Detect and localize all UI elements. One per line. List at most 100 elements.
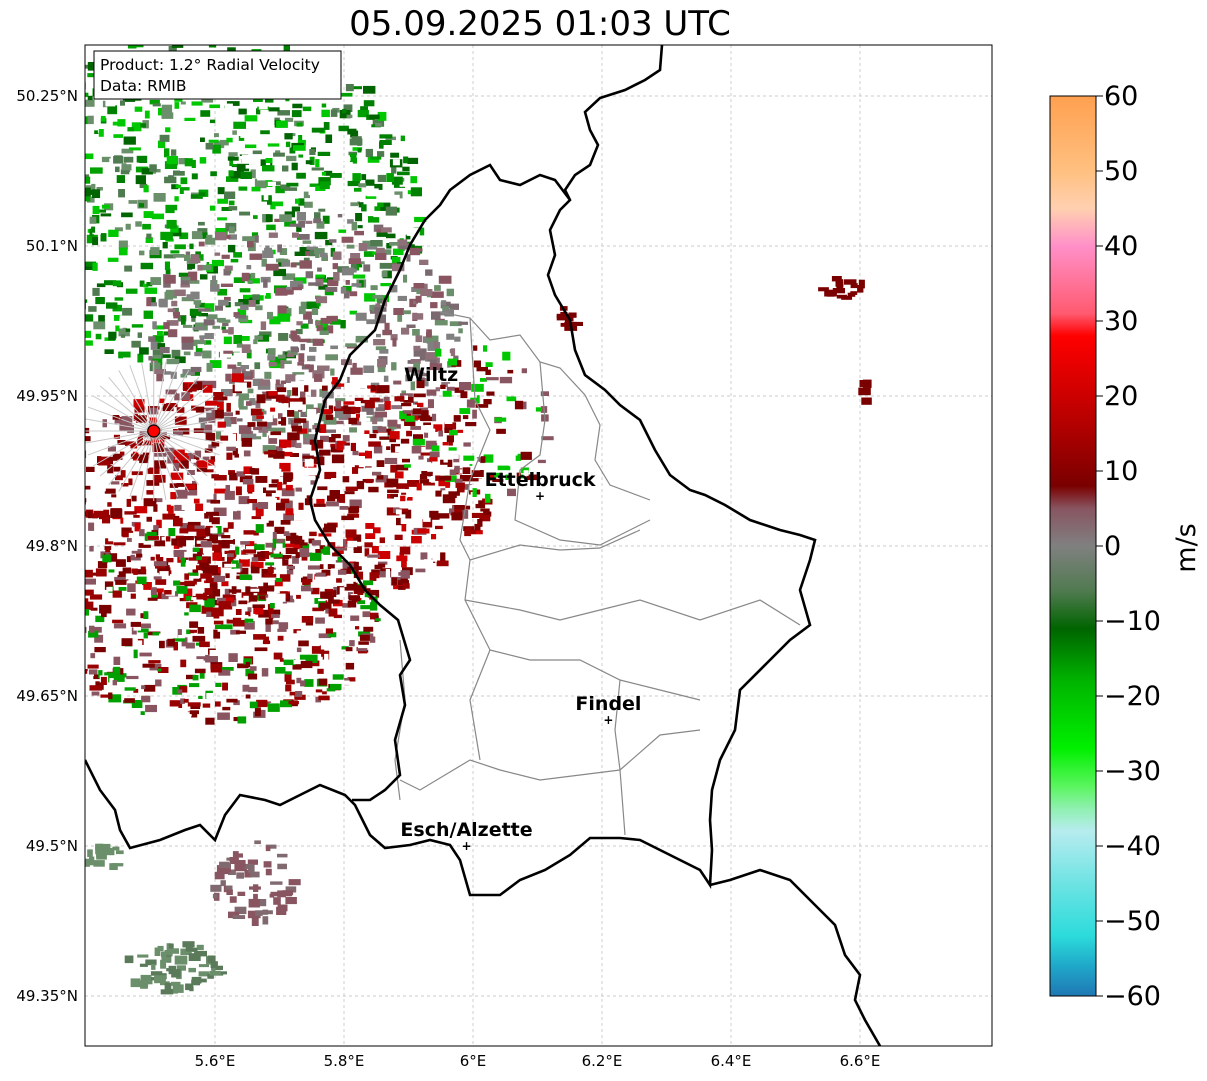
echo-pixel [279,248,288,255]
echo-pixel [291,162,298,171]
radar-site-marker [147,424,161,438]
echo-pixel [88,669,98,675]
echo-pixel [328,437,336,443]
echo-pixel [307,573,313,580]
echo-pixel [377,151,385,159]
echo-pixel [357,648,368,652]
echo-pixel [351,136,362,140]
echo-pixel [134,405,145,413]
radar-echoes [0,45,872,995]
echo-pixel [177,629,182,638]
echo-pixel [278,421,284,425]
echo-pixel [826,293,835,297]
echo-pixel [289,223,301,227]
echo-pixel [434,348,442,357]
echo-pixel [174,289,186,297]
echo-pixel [110,481,120,485]
echo-pixel [239,558,250,567]
echo-pixel [172,638,185,642]
echo-pixel [462,467,471,474]
echo-pixel [238,299,250,305]
echo-pixel [389,242,399,246]
echo-pixel [317,439,324,449]
echo-pixel [314,212,321,221]
echo-pixel [164,590,172,595]
echo-pixel [310,582,324,588]
echo-pixel [389,285,398,293]
echo-pixel [87,511,93,519]
echo-pixel [247,701,258,709]
echo-pixel [373,527,381,534]
echo-streak [85,418,154,432]
echo-pixel [221,389,230,395]
echo-pixel [352,157,357,164]
echo-pixel [88,522,95,531]
echo-pixel [231,586,237,594]
echo-pixel [337,556,342,563]
echo-pixel [308,319,313,324]
echo-pixel [281,559,289,566]
echo-pixel [166,358,180,365]
echo-pixel [150,587,157,595]
echo-pixel [327,318,338,322]
echo-pixel [215,431,222,440]
echo-pixel [236,163,250,172]
echo-pixel [254,840,261,845]
echo-pixel [0,192,9,196]
echo-pixel [453,415,461,422]
echo-pixel [369,572,380,581]
echo-pixel [256,415,264,419]
echo-pixel [8,128,12,135]
echo-pixel [346,114,353,119]
echo-pixel [320,435,329,442]
echo-pixel [298,640,309,647]
echo-pixel [410,381,416,391]
echo-pixel [235,615,249,619]
echo-pixel [13,257,26,266]
echo-pixel [233,159,242,164]
echo-pixel [247,499,257,504]
echo-pixel [192,635,206,642]
echo-pixel [174,196,179,202]
echo-pixel [371,569,383,575]
echo-pixel [182,633,195,637]
echo-pixel [209,360,222,368]
echo-pixel [143,283,149,288]
echo-pixel [290,544,300,550]
echo-pixel [568,312,577,318]
echo-pixel [254,362,261,370]
echo-pixel [247,484,255,492]
echo-pixel [256,108,261,115]
echo-pixel [85,92,89,97]
echo-pixel [268,580,275,586]
echo-pixel [284,325,294,335]
echo-pixel [439,464,448,471]
echo-pixel [325,240,333,246]
echo-pixel [370,382,380,387]
echo-pixel [282,308,292,317]
echo-pixel [450,557,456,565]
echo-pixel [0,155,2,161]
echo-pixel [135,175,146,185]
echo-pixel [27,108,32,112]
echo-pixel [328,608,338,617]
echo-pixel [234,864,247,872]
echo-pixel [268,362,277,367]
echo-pixel [284,451,293,457]
echo-pixel [296,594,301,599]
echo-pixel [480,378,487,382]
echo-pixel [92,205,100,214]
echo-pixel [307,355,316,362]
echo-pixel [253,339,258,345]
echo-pixel [53,471,61,476]
echo-pixel [367,589,380,598]
echo-pixel [237,362,242,366]
echo-pixel [540,391,549,396]
echo-pixel [401,402,412,407]
echo-pixel [448,491,460,496]
echo-pixel [360,106,368,111]
echo-pixel [165,238,174,242]
echo-pixel [308,247,317,257]
echo-pixel [303,311,312,320]
echo-pixel [196,528,208,537]
